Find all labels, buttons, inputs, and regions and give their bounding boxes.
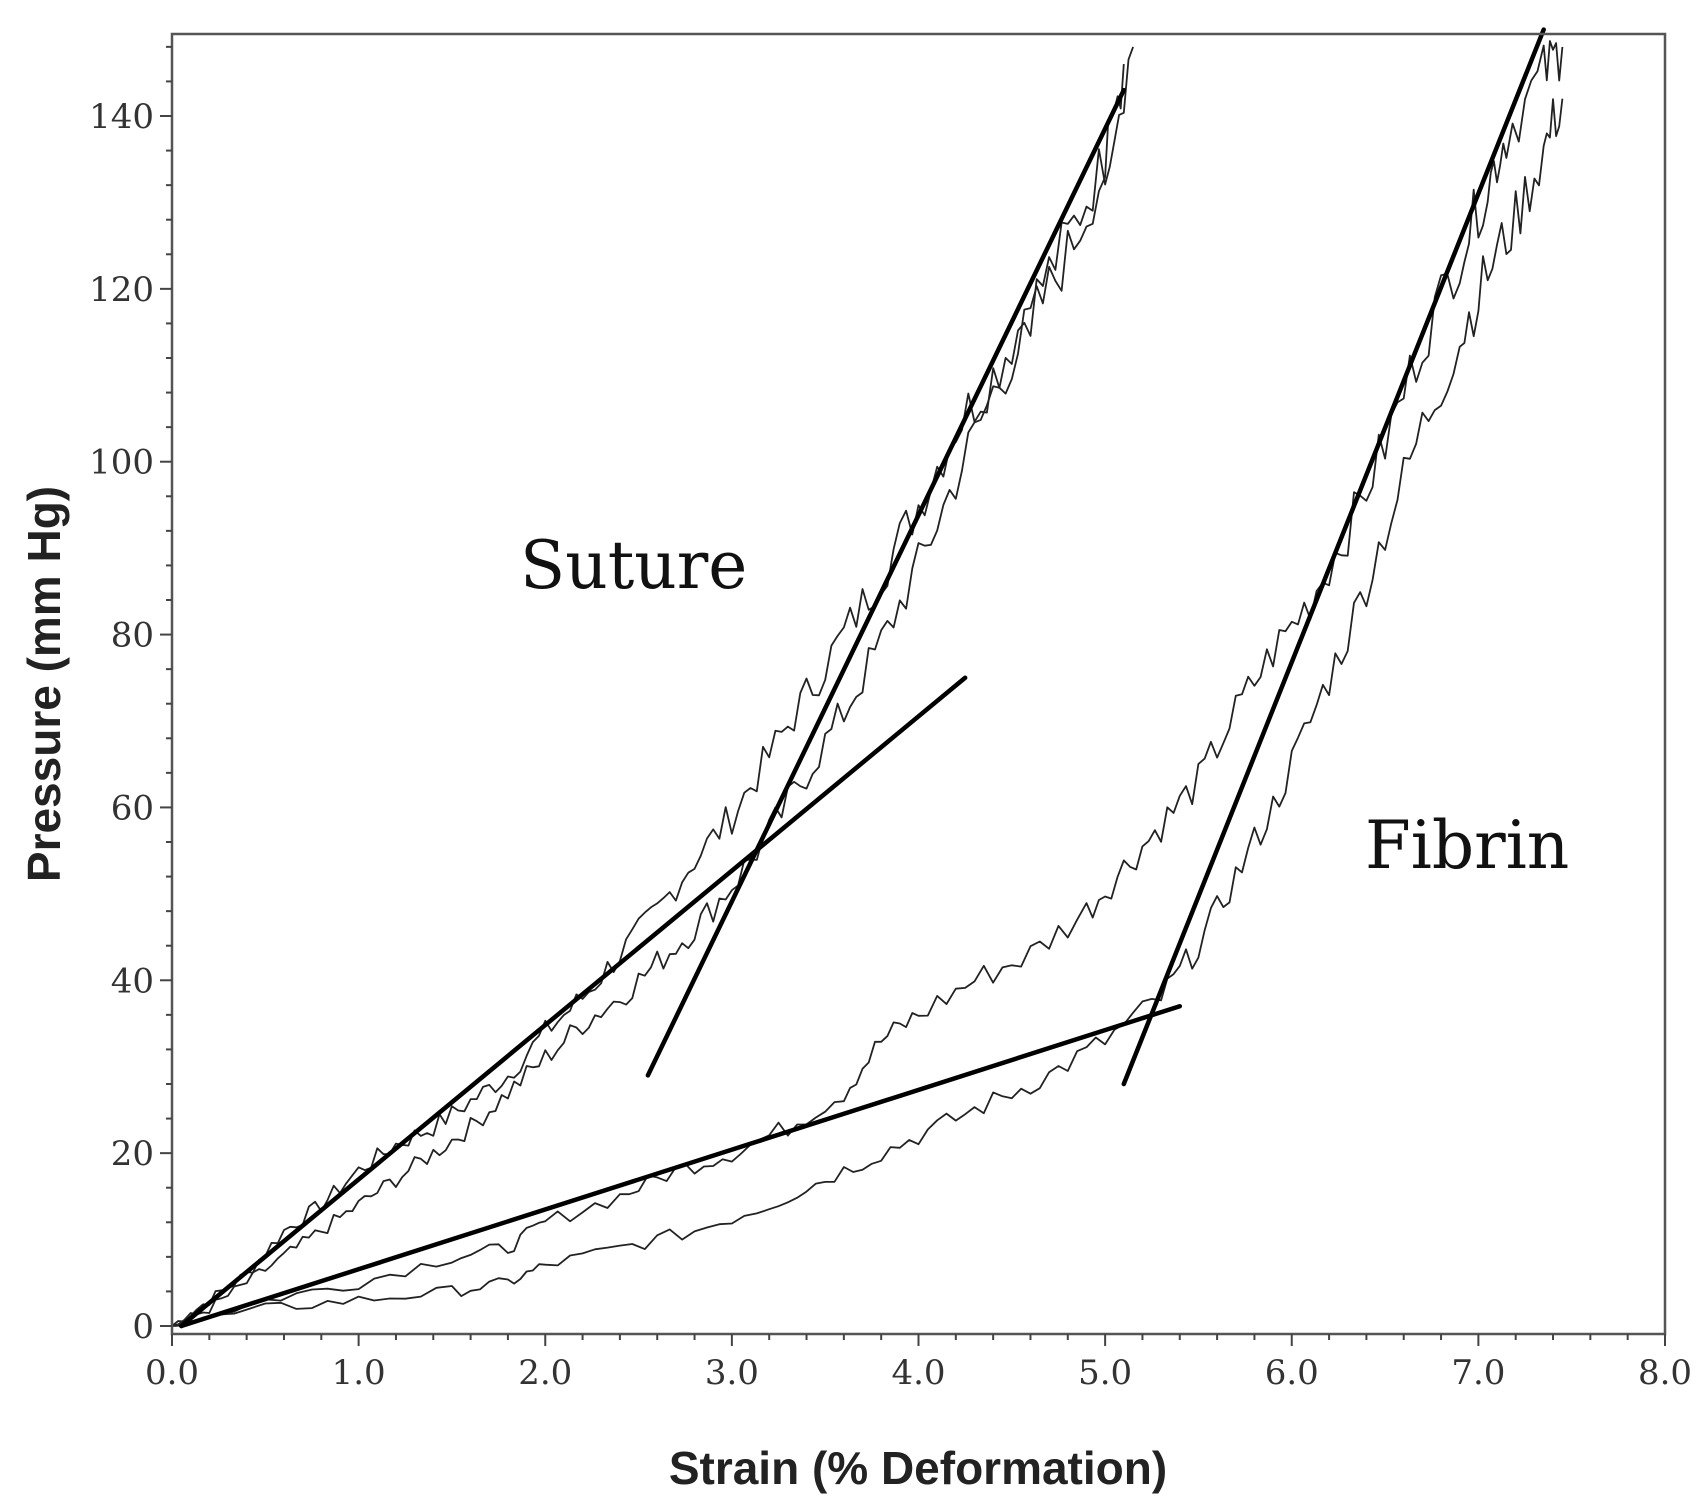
suture-fit-line-3 — [179, 675, 968, 1329]
x-tick-label: 6.0 — [1265, 1353, 1319, 1393]
x-tick-label: 8.0 — [1638, 1353, 1692, 1393]
y-axis: 0 20 40 60 80 100 120 140 — [89, 45, 172, 1347]
y-tick-label: 120 — [89, 270, 154, 310]
annotation-fibrin: Fibrin — [1365, 807, 1569, 884]
fibrin-raw-line-6 — [171, 98, 1564, 1327]
x-tick-label: 3.0 — [705, 1353, 759, 1393]
plot-area — [171, 27, 1564, 1329]
fibrin-raw-line-5 — [171, 40, 1564, 1327]
fibrin-fit-line-8 — [1121, 27, 1546, 1087]
y-axis-title: Pressure (mm Hg) — [18, 486, 70, 882]
suture-raw-line-2 — [171, 64, 1125, 1327]
x-axis: 0.0 1.0 2.0 3.0 4.0 5.0 6.0 7.0 8.0 — [145, 1334, 1692, 1393]
suture-fit-line-4 — [645, 87, 1127, 1078]
fibrin-fit-line-7 — [179, 1003, 1183, 1329]
x-tick-label: 1.0 — [332, 1353, 386, 1393]
x-axis-title: Strain (% Deformation) — [669, 1442, 1167, 1494]
x-tick-label: 0.0 — [145, 1353, 199, 1393]
y-tick-label: 140 — [89, 97, 154, 137]
y-tick-label: 100 — [89, 443, 154, 483]
suture-raw-line-1 — [171, 46, 1134, 1327]
x-tick-label: 5.0 — [1078, 1353, 1132, 1393]
y-tick-label: 80 — [111, 616, 154, 656]
y-tick-label: 40 — [111, 961, 154, 1001]
y-tick-label: 0 — [132, 1307, 154, 1347]
annotation-suture: Suture — [520, 527, 747, 604]
y-tick-label: 60 — [111, 788, 154, 828]
y-tick-label: 20 — [111, 1134, 154, 1174]
x-tick-label: 2.0 — [518, 1353, 572, 1393]
x-tick-label: 4.0 — [891, 1353, 945, 1393]
x-tick-label: 7.0 — [1451, 1353, 1505, 1393]
